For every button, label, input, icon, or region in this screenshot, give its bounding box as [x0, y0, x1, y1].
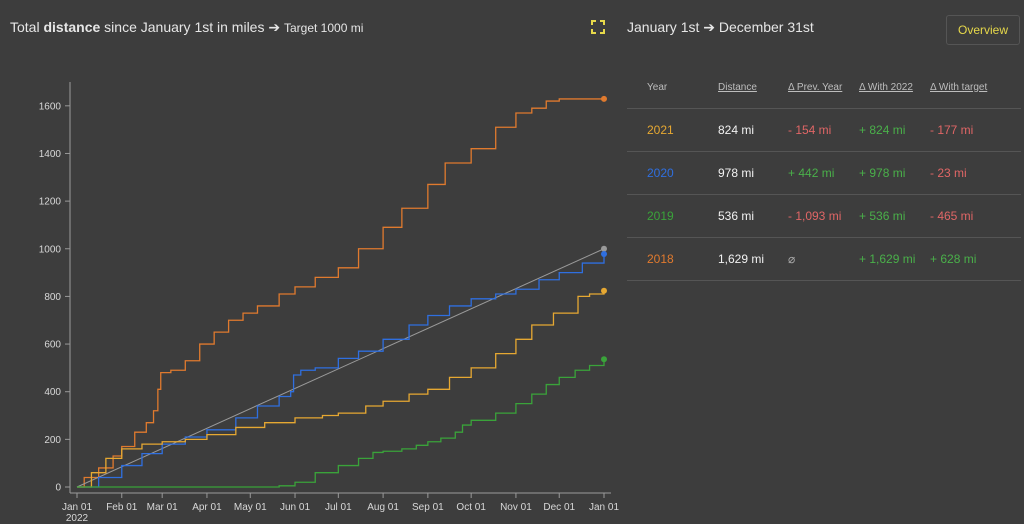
y-tick-label: 400 — [44, 387, 61, 398]
x-tick-label: Jan 01 — [62, 502, 92, 513]
row-distance: 824 mi — [718, 123, 755, 137]
x-tick-label: Oct 01 — [456, 502, 486, 513]
table-row: 2020 978 mi + 442 mi + 978 mi - 23 mi — [627, 152, 1021, 195]
y-tick-label: 1400 — [39, 149, 62, 160]
series-line-target — [76, 248, 605, 488]
x-tick-label: Aug 01 — [367, 502, 399, 513]
title-metric: distance — [43, 19, 101, 35]
y-tick-label: 1200 — [39, 197, 62, 208]
x-tick-label: Feb 01 — [106, 502, 138, 513]
header-distance[interactable]: Distance — [718, 81, 757, 93]
range-title: January 1st ➔ December 31st — [627, 19, 814, 35]
x-tick-label: Dec 01 — [543, 502, 575, 513]
header-prev-year[interactable]: Δ Prev. Year — [788, 81, 843, 93]
fullscreen-icon[interactable] — [591, 20, 605, 34]
title-suffix: since January 1st in miles — [100, 19, 265, 35]
header-year: Year — [647, 81, 668, 93]
row-with-2022-delta: + 536 mi — [859, 209, 906, 223]
y-tick-label: 800 — [44, 292, 61, 303]
row-distance: 1,629 mi — [718, 252, 765, 266]
table-header: Year Distance Δ Prev. Year Δ With 2022 Δ… — [627, 66, 1021, 109]
series-line-2018 — [77, 98, 604, 488]
x-tick-label: Sep 01 — [412, 502, 444, 513]
y-tick-label: 600 — [44, 340, 61, 351]
chart-title: Total distance since January 1st in mile… — [10, 19, 363, 36]
table-row: 2018 1,629 mi ⌀ + 1,629 mi + 628 mi — [627, 238, 1021, 281]
row-year: 2018 — [647, 252, 674, 266]
row-distance: 978 mi — [718, 166, 755, 180]
row-with-target-delta: - 23 mi — [930, 166, 967, 180]
series-endpoint-2020 — [601, 251, 607, 258]
row-with-target-delta: + 628 mi — [930, 252, 977, 266]
row-prev-year-delta: - 1,093 mi — [788, 209, 842, 223]
row-prev-year-delta: ⌀ — [788, 252, 796, 266]
series-endpoint-2019 — [601, 356, 607, 363]
series-endpoint-2018 — [601, 95, 607, 102]
x-tick-label: Mar 01 — [147, 502, 179, 513]
header-with-2022[interactable]: Δ With 2022 — [859, 81, 913, 93]
row-with-2022-delta: + 978 mi — [859, 166, 906, 180]
row-year: 2021 — [647, 123, 674, 137]
table-row: 2019 536 mi - 1,093 mi + 536 mi - 465 mi — [627, 195, 1021, 238]
row-with-target-delta: - 465 mi — [930, 209, 974, 223]
title-target: Target 1000 mi — [283, 21, 364, 35]
series-endpoint-target — [601, 245, 607, 252]
title-arrow: ➔ — [264, 19, 284, 35]
x-tick-label: Jun 01 — [280, 502, 310, 513]
row-with-2022-delta: + 1,629 mi — [859, 252, 916, 266]
x-tick-label: Nov 01 — [500, 502, 532, 513]
row-distance: 536 mi — [718, 209, 755, 223]
summary-table: Year Distance Δ Prev. Year Δ With 2022 Δ… — [627, 66, 1021, 281]
row-with-target-delta: - 177 mi — [930, 123, 974, 137]
y-tick-label: 1000 — [39, 244, 62, 255]
y-tick-label: 0 — [55, 483, 61, 494]
x-tick-label: Jul 01 — [325, 502, 352, 513]
row-prev-year-delta: - 154 mi — [788, 123, 832, 137]
row-with-2022-delta: + 824 mi — [859, 123, 906, 137]
row-prev-year-delta: + 442 mi — [788, 166, 835, 180]
title-prefix: Total — [10, 19, 44, 35]
x-tick-label: Jan 01 — [589, 502, 619, 513]
y-tick-label: 200 — [44, 435, 61, 446]
header-with-target[interactable]: Δ With target — [930, 81, 988, 93]
series-endpoint-2021 — [601, 287, 607, 294]
x-tick-sublabel: 2022 — [66, 513, 89, 524]
series-line-2020 — [77, 254, 605, 488]
row-year: 2019 — [647, 209, 674, 223]
x-tick-label: Apr 01 — [192, 502, 222, 513]
overview-button[interactable]: Overview — [946, 15, 1020, 45]
table-row: 2021 824 mi - 154 mi + 824 mi - 177 mi — [627, 109, 1021, 152]
x-tick-label: May 01 — [234, 502, 267, 513]
y-tick-label: 1600 — [39, 101, 62, 112]
row-year: 2020 — [647, 166, 674, 180]
series-line-2019 — [77, 359, 605, 488]
series-line-2021 — [77, 290, 605, 488]
